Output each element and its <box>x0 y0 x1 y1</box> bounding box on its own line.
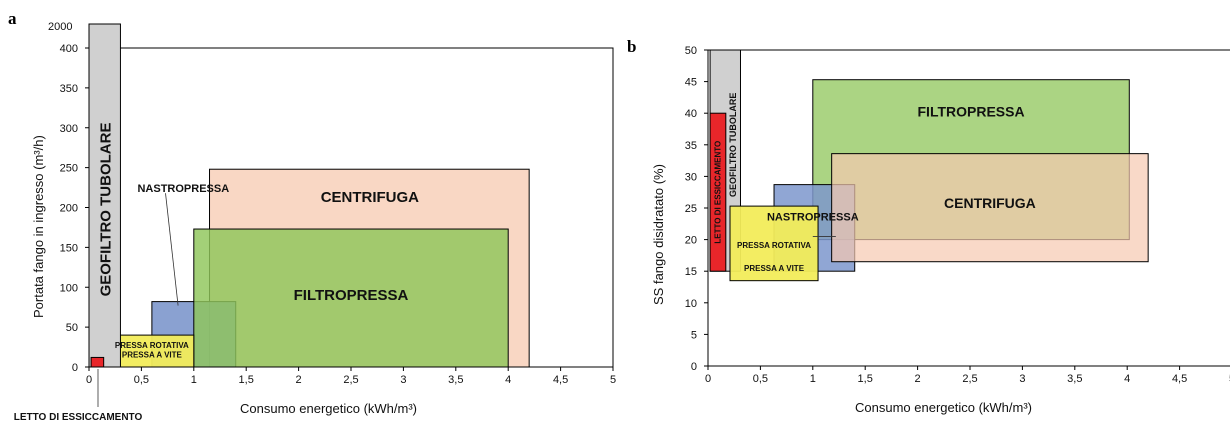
panel-letter-a: a <box>8 9 17 28</box>
y-tick-label-a: 350 <box>60 83 78 95</box>
x-tick-label-b: 1 <box>810 373 816 385</box>
label-centrifuga-a: CENTRIFUGA <box>321 189 419 206</box>
y-tick-label-a: 50 <box>66 322 78 334</box>
arrow-nastropressa-a <box>165 193 179 306</box>
label-letto-di-essiccamento-a: LETTO DI ESSICCAMENTO <box>14 412 143 423</box>
y-tick-label-b: 25 <box>685 203 697 215</box>
x-tick-label-a: 3 <box>400 374 406 386</box>
x-tick-label-b: 3,5 <box>1067 373 1082 385</box>
label-nastropressa-b: NASTROPRESSA <box>767 212 859 224</box>
label-filtropressa-a: FILTROPRESSA <box>294 287 409 304</box>
y-tick-label-a: 200 <box>60 203 78 215</box>
chart-panel-a: CENTRIFUGA NASTROPRESSA FILTROPRESSA PRESSA… <box>14 21 616 423</box>
x-tick-label-a: 0,5 <box>134 374 149 386</box>
x-tick-label-b: 4,5 <box>1172 373 1187 385</box>
y-tick-label-b: 40 <box>685 108 697 120</box>
y-tick-label-a: 150 <box>60 242 78 254</box>
y-tick-label-b: 45 <box>685 77 697 89</box>
panel-letter-b: b <box>627 37 636 56</box>
region-letto-di-essiccamento-b <box>709 112 727 272</box>
region-pressa-rotativa-b <box>729 205 819 282</box>
label-filtropressa-b: FILTROPRESSA <box>918 103 1025 119</box>
x-tick-label-b: 3 <box>1019 373 1025 385</box>
x-tick-label-b: 0 <box>705 373 711 385</box>
regions-b: GEOFILTRO TUBOLARE LETTO DI ESSICCAMENTO F… <box>709 49 1149 282</box>
x-tick-label-a: 2 <box>296 374 302 386</box>
x-tick-label-b: 1,5 <box>858 373 873 385</box>
x-tick-label-a: 0 <box>86 374 92 386</box>
x-tick-label-a: 4 <box>505 374 511 386</box>
x-tick-label-a: 5 <box>610 374 616 386</box>
y-tick-label-b: 30 <box>685 171 697 183</box>
region-filtropressa-a <box>193 228 509 368</box>
label-pressa-rotativa-a: PRESSA ROTATIVA <box>115 341 189 350</box>
x-tick-label-a: 1 <box>191 374 197 386</box>
y-tick-label-a: 0 <box>72 362 78 374</box>
region-letto-di-essiccamento-a <box>90 356 105 368</box>
region-geofiltro-tubolare-a <box>88 23 121 368</box>
label-pressa-a-vite-b: PRESSA A VITE <box>744 264 805 273</box>
x-axis-label-a: Consumo energetico (kWh/m³) <box>240 401 417 416</box>
y-axis-label-b: SS fango disidratato (%) <box>651 164 666 305</box>
label-pressa-a-vite-a: PRESSA A VITE <box>122 350 183 359</box>
y-tick-label-a: 300 <box>60 123 78 135</box>
y-tick-label-a: 100 <box>60 282 78 294</box>
x-axis-label-b: Consumo energetico (kWh/m³) <box>855 400 1032 415</box>
y-tick-label-a: 400 <box>60 43 78 55</box>
x-ticks-a: 0 0,5 1 1,5 2 2,5 3 3,5 4 4,5 5 <box>86 367 616 386</box>
region-centrifuga-b <box>831 153 1149 263</box>
regions-a: CENTRIFUGA NASTROPRESSA FILTROPRESSA PRESSA… <box>14 23 530 423</box>
x-tick-label-b: 5 <box>1229 373 1230 385</box>
chart-panel-b: GEOFILTRO TUBOLARE LETTO DI ESSICCAMENTO F… <box>651 45 1230 415</box>
y-tick-label-b: 5 <box>691 329 697 341</box>
x-tick-label-a: 3,5 <box>448 374 463 386</box>
x-tick-label-b: 0,5 <box>753 373 768 385</box>
y-tick-label-b: 0 <box>691 361 697 373</box>
label-pressa-rotativa-b: PRESSA ROTATIVA <box>737 241 811 250</box>
label-geofiltro-tubolare-b: GEOFILTRO TUBOLARE <box>728 93 738 197</box>
x-tick-label-b: 4 <box>1124 373 1130 385</box>
label-centrifuga-b: CENTRIFUGA <box>944 195 1036 211</box>
y-tick-label-b: 15 <box>685 266 697 278</box>
x-ticks-b: 0 0,5 1 1,5 2 2,5 3 3,5 4 4,5 5 <box>705 366 1230 385</box>
label-geofiltro-tubolare-a: GEOFILTRO TUBOLARE <box>98 123 115 297</box>
y-tick-label-b: 35 <box>685 140 697 152</box>
y-tick-label-b: 50 <box>685 45 697 57</box>
label-nastropressa-a: NASTROPRESSA <box>137 183 229 195</box>
x-tick-label-a: 2,5 <box>343 374 358 386</box>
x-tick-label-a: 1,5 <box>239 374 254 386</box>
y-axis-label-a: Portata fango in ingresso (m³/h) <box>31 135 46 318</box>
label-letto-di-essiccamento-b: LETTO DI ESSICCAMENTO <box>714 141 723 244</box>
y-ticks-b: 0 5 10 15 20 25 30 35 40 45 50 <box>685 45 708 373</box>
x-tick-label-b: 2,5 <box>962 373 977 385</box>
y-ticks-a: 0 50 100 150 200 250 300 350 400 <box>60 24 90 374</box>
x-tick-label-b: 2 <box>915 373 921 385</box>
y-tick-label-b: 20 <box>685 235 697 247</box>
y-tick-label-b: 10 <box>685 298 697 310</box>
x-tick-label-a: 4,5 <box>553 374 568 386</box>
y-tick-label-a: 250 <box>60 163 78 175</box>
y-top-tick-a: 2000 <box>48 21 72 33</box>
